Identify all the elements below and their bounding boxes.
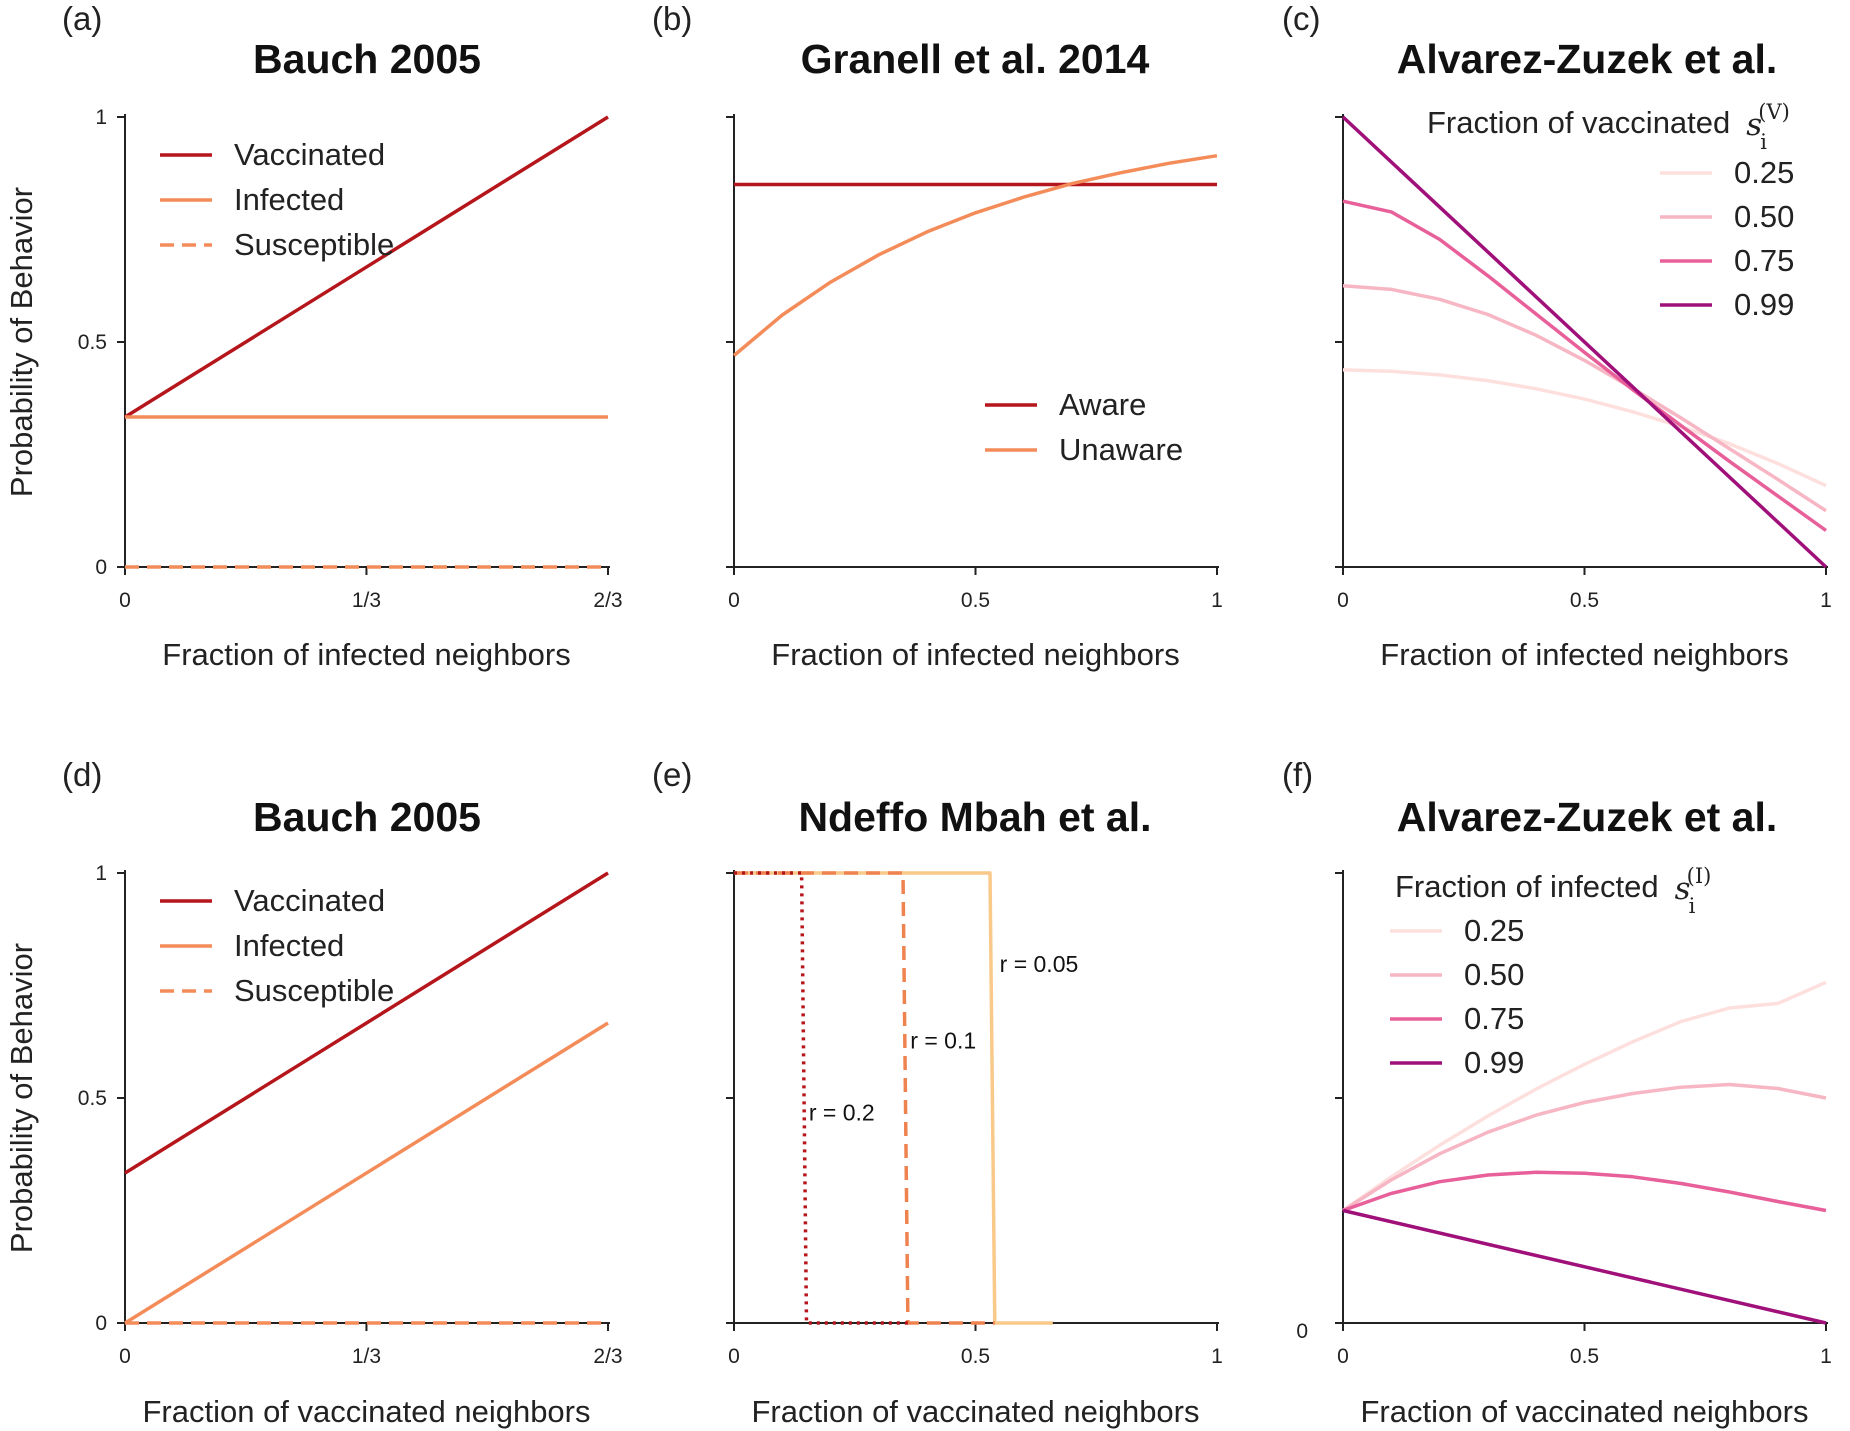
legend: Aware Unaware (985, 387, 1183, 467)
y-tick-label: 1 (95, 106, 107, 129)
y-tick-label: 0 (95, 556, 107, 579)
series-line (1341, 115, 1828, 569)
x-tick-label: 0 (1337, 589, 1349, 612)
series-line (734, 871, 1053, 1325)
legend-label: 0.99 (1734, 287, 1794, 322)
legend-label: 0.50 (1464, 957, 1524, 992)
panel-title: Bauch 2005 (253, 36, 481, 82)
x-tick-label: 1/3 (352, 589, 381, 612)
panel-title: Alvarez-Zuzek et al. (1397, 794, 1778, 840)
legend-label: 0.25 (1464, 913, 1524, 948)
x-tick-label: 0 (728, 589, 740, 612)
x-tick-label: 0.5 (1570, 589, 1599, 612)
legend-superscript: (I) (1687, 864, 1712, 888)
legend: Fraction of vaccinated si (V) 0.25 0.50 0.75 0… (1427, 100, 1794, 322)
series-annotation: r = 0.1 (910, 1028, 976, 1054)
x-tick-label: 0 (728, 1345, 740, 1368)
x-tick-label: 0 (119, 589, 131, 612)
panel-e: (e) Ndeffo Mbah et al. 0 0.5 1 Fraction of va… (652, 756, 1223, 1429)
x-tick-label: 1 (1820, 589, 1832, 612)
legend-title: Fraction of vaccinated (1427, 105, 1730, 140)
x-tick-label: 1/3 (352, 1345, 381, 1368)
panel-letter: (a) (62, 0, 102, 37)
panel-letter: (c) (1282, 0, 1320, 37)
legend-symbol: s (1675, 871, 1691, 907)
x-tick-label: 0 (1337, 1345, 1349, 1368)
series-line (1342, 368, 1827, 488)
legend-label: Infected (234, 928, 344, 963)
panel-title: Granell et al. 2014 (801, 36, 1150, 82)
x-tick-label: 1 (1211, 1345, 1223, 1368)
legend-label: Vaccinated (234, 883, 385, 918)
x-tick-label: 2/3 (593, 1345, 622, 1368)
legend-label: 0.75 (1464, 1001, 1524, 1036)
legend-label: Aware (1059, 387, 1146, 422)
x-tick-label: 0 (119, 1345, 131, 1368)
x-tick-label: 0.5 (961, 589, 990, 612)
y-tick-label: 0 (95, 1312, 107, 1335)
x-tick-label: 1 (1820, 1345, 1832, 1368)
y-axis-label: Probability of Behavior (4, 187, 39, 497)
series-line (1341, 980, 1827, 1212)
x-axis-label: Fraction of vaccinated neighbors (751, 1394, 1199, 1429)
legend-label: Unaware (1059, 432, 1183, 467)
x-tick-label: 2/3 (593, 589, 622, 612)
panel-title: Alvarez-Zuzek et al. (1397, 36, 1778, 82)
legend: Vaccinated Infected Susceptible (160, 883, 394, 1008)
panel-a: (a) Bauch 2005 0 1/3 2/3 0 0.5 1 Fraction of inf… (4, 0, 623, 672)
x-axis-label: Fraction of infected neighbors (771, 637, 1179, 672)
panel-f: (f) Alvarez-Zuzek et al. 0 0.5 1 0 Fraction of… (1282, 756, 1832, 1429)
panel-letter: (b) (652, 0, 692, 37)
series-line (732, 153, 1218, 357)
series-line (124, 871, 609, 1175)
legend: Vaccinated Infected Susceptible (160, 137, 394, 262)
series-line (124, 1021, 609, 1325)
legend-symbol: s (1746, 107, 1762, 143)
series-line (124, 115, 609, 419)
legend-label: Infected (234, 182, 344, 217)
series-annotation: r = 0.2 (809, 1100, 875, 1126)
panel-c: (c) Alvarez-Zuzek et al. 0 0.5 1 Fraction of … (1282, 0, 1832, 672)
y-tick-label: 1 (95, 862, 107, 885)
legend-label: 0.25 (1734, 155, 1794, 190)
y-tick-label: 0.5 (78, 331, 107, 354)
x-axis-label: Fraction of vaccinated neighbors (142, 1394, 590, 1429)
legend-label: Susceptible (234, 973, 394, 1008)
legend-title: Fraction of infected (1395, 869, 1659, 904)
x-tick-label: 0.5 (1570, 1345, 1599, 1368)
y-tick-label: 0 (1296, 1320, 1308, 1343)
x-axis-label: Fraction of infected neighbors (162, 637, 570, 672)
series-line (1342, 1082, 1827, 1212)
legend-label: Susceptible (234, 227, 394, 262)
legend-label: 0.75 (1734, 243, 1794, 278)
x-tick-label: 1 (1211, 589, 1223, 612)
series-annotation: r = 0.05 (1000, 951, 1079, 977)
panel-title: Ndeffo Mbah et al. (798, 794, 1151, 840)
legend-subscript: i (1760, 130, 1767, 154)
series-line (1342, 199, 1828, 532)
panel-letter: (f) (1282, 756, 1313, 793)
series-line (1342, 1170, 1827, 1213)
series-line (1342, 1208, 1827, 1325)
legend-superscript: (V) (1758, 100, 1790, 124)
y-tick-label: 0.5 (78, 1087, 107, 1110)
legend-label: Vaccinated (234, 137, 385, 172)
x-axis-label: Fraction of infected neighbors (1380, 637, 1788, 672)
y-axis-label: Probability of Behavior (4, 943, 39, 1253)
legend: Fraction of infected si (I) 0.25 0.50 0.75 0.9… (1390, 864, 1711, 1080)
panel-title: Bauch 2005 (253, 794, 481, 840)
panel-letter: (d) (62, 756, 102, 793)
x-axis-label: Fraction of vaccinated neighbors (1360, 1394, 1808, 1429)
panel-letter: (e) (652, 756, 692, 793)
legend-label: 0.50 (1734, 199, 1794, 234)
series-line (734, 871, 995, 1325)
series-line (1342, 284, 1827, 513)
panel-d: (d) Bauch 2005 0 1/3 2/3 0 0.5 1 Fraction of vac… (4, 756, 623, 1429)
legend-label: 0.99 (1464, 1045, 1524, 1080)
legend-subscript: i (1689, 894, 1696, 918)
series-line (734, 871, 908, 1325)
x-tick-label: 0.5 (961, 1345, 990, 1368)
panel-b: (b) Granell et al. 2014 0 0.5 1 Fraction of i… (652, 0, 1223, 672)
